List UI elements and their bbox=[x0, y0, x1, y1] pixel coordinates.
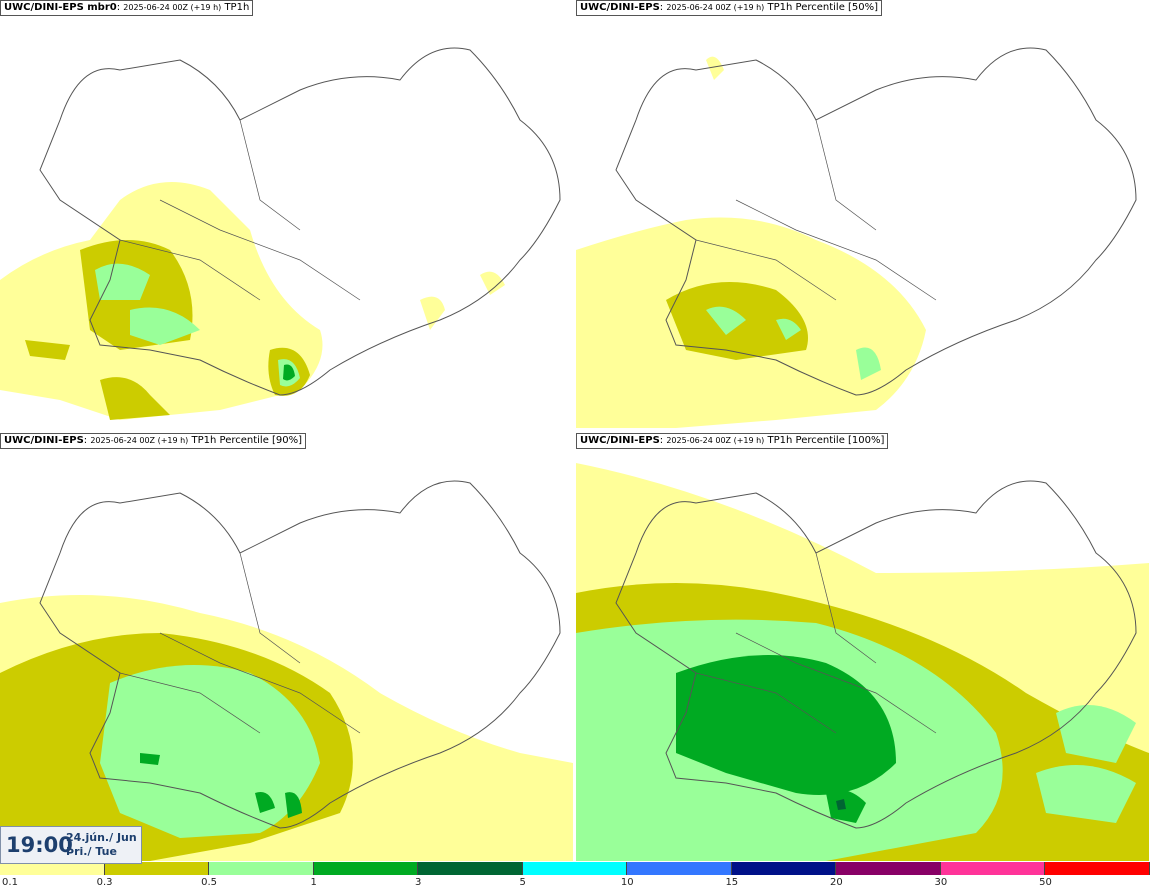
legend-tick-label: 50 bbox=[1039, 877, 1052, 888]
legend-swatch bbox=[418, 862, 523, 875]
legend-swatch bbox=[313, 862, 419, 875]
map-panel-p50: UWC/DINI-EPS: 2025-06-24 00Z (+19 h) TP1… bbox=[576, 0, 1149, 428]
legend-tick-label: 1 bbox=[310, 877, 317, 888]
map-panel-p100: UWC/DINI-EPS: 2025-06-24 00Z (+19 h) TP1… bbox=[576, 433, 1149, 861]
legend-tick-label: 0.5 bbox=[201, 877, 218, 888]
legend-swatch bbox=[627, 862, 732, 875]
panel-title: UWC/DINI-EPS mbr0: 2025-06-24 00Z (+19 h… bbox=[0, 0, 254, 16]
run-time: 2025-06-24 00Z (+19 h) bbox=[123, 3, 222, 12]
model-name: UWC/DINI-EPS mbr0 bbox=[4, 2, 117, 13]
run-time: 2025-06-24 00Z (+19 h) bbox=[666, 436, 765, 445]
legend-colorbar bbox=[0, 862, 1150, 875]
model-name: UWC/DINI-EPS bbox=[580, 435, 660, 446]
valid-time-clock: 19:00 bbox=[6, 833, 73, 857]
product-name: TP1h Percentile [100%] bbox=[767, 435, 885, 446]
legend-tick-label: 3 bbox=[414, 877, 422, 888]
legend-swatch bbox=[209, 862, 314, 875]
run-time: 2025-06-24 00Z (+19 h) bbox=[666, 3, 765, 12]
legend-swatch bbox=[104, 862, 210, 875]
precip-map bbox=[0, 480, 573, 861]
product-name: TP1h Percentile [50%] bbox=[767, 2, 879, 13]
product-name: TP1h Percentile [90%] bbox=[191, 435, 303, 446]
legend-tick-label: 0.3 bbox=[96, 877, 113, 888]
legend-swatch bbox=[836, 862, 941, 875]
panel-title: UWC/DINI-EPS: 2025-06-24 00Z (+19 h) TP1… bbox=[0, 433, 307, 449]
legend-tick-label: 30 bbox=[934, 877, 948, 888]
valid-time-dates: 24.jún./ Jun Þri./ Tue bbox=[66, 831, 137, 859]
model-name: UWC/DINI-EPS bbox=[580, 2, 660, 13]
map-panel-member0: UWC/DINI-EPS mbr0: 2025-06-24 00Z (+19 h… bbox=[0, 0, 573, 428]
legend-swatch bbox=[731, 862, 837, 875]
valid-time-box: 19:00 24.jún./ Jun Þri./ Tue bbox=[0, 826, 142, 864]
legend-swatch bbox=[522, 862, 628, 875]
product-name: TP1h bbox=[224, 2, 250, 13]
panel-title: UWC/DINI-EPS: 2025-06-24 00Z (+19 h) TP1… bbox=[576, 0, 883, 16]
model-name: UWC/DINI-EPS bbox=[4, 435, 84, 446]
legend-tick-label: 10 bbox=[620, 877, 634, 888]
valid-date: 24.jún./ Jun bbox=[66, 831, 137, 844]
precip-map bbox=[576, 463, 1149, 861]
legend-tick-label: 20 bbox=[829, 877, 843, 888]
legend-swatch bbox=[940, 862, 1046, 875]
legend-tick-label: 15 bbox=[725, 877, 739, 888]
run-time: 2025-06-24 00Z (+19 h) bbox=[90, 436, 189, 445]
legend-tick-label: 5 bbox=[519, 877, 526, 888]
precip-map bbox=[576, 47, 1137, 428]
precip-map bbox=[0, 47, 561, 420]
legend-tick-label: 0.1 bbox=[2, 877, 18, 888]
valid-weekday: Þri./ Tue bbox=[66, 845, 117, 858]
panel-title: UWC/DINI-EPS: 2025-06-24 00Z (+19 h) TP1… bbox=[576, 433, 889, 449]
legend-swatch bbox=[1045, 862, 1150, 875]
precip-legend: 0.1 0.3 0.5 1 3 5 10 15 20 30 50 bbox=[0, 862, 1150, 891]
map-panel-p90: UWC/DINI-EPS: 2025-06-24 00Z (+19 h) TP1… bbox=[0, 433, 573, 861]
legend-swatch bbox=[0, 862, 105, 875]
